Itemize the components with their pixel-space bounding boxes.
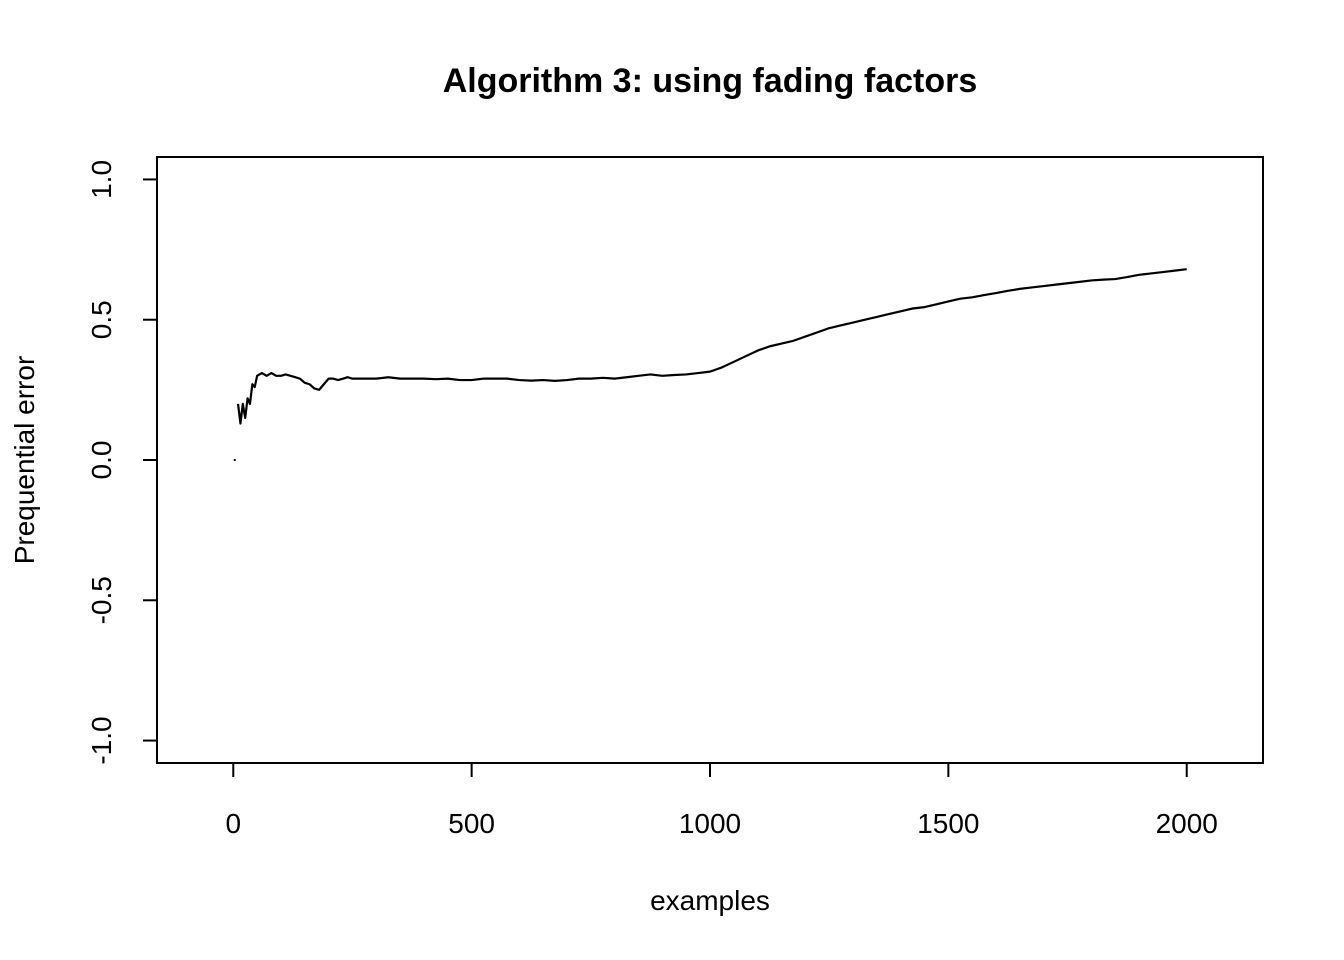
x-tick-label: 1500 [917,808,979,839]
x-axis: 0 500 1000 1500 2000 [225,762,1218,839]
x-axis-label: examples [650,885,770,916]
x-tick-label: 0 [225,808,241,839]
y-axis-label: Prequential error [9,356,40,565]
y-tick-label: -0.5 [86,576,117,624]
y-tick-label: 0.5 [86,300,117,339]
chart-title: Algorithm 3: using fading factors [443,62,978,100]
x-tick-label: 2000 [1156,808,1218,839]
plot-frame [156,156,1264,764]
x-tick-label: 500 [448,808,495,839]
series-line [236,268,1187,425]
y-axis: -1.0 -0.5 0.0 0.5 1.0 [86,160,158,765]
y-tick-label: -1.0 [86,716,117,764]
y-tick-label: 1.0 [86,160,117,199]
y-tick-label: 0.0 [86,441,117,480]
series-group [233,268,1187,461]
x-tick-label: 1000 [679,808,741,839]
